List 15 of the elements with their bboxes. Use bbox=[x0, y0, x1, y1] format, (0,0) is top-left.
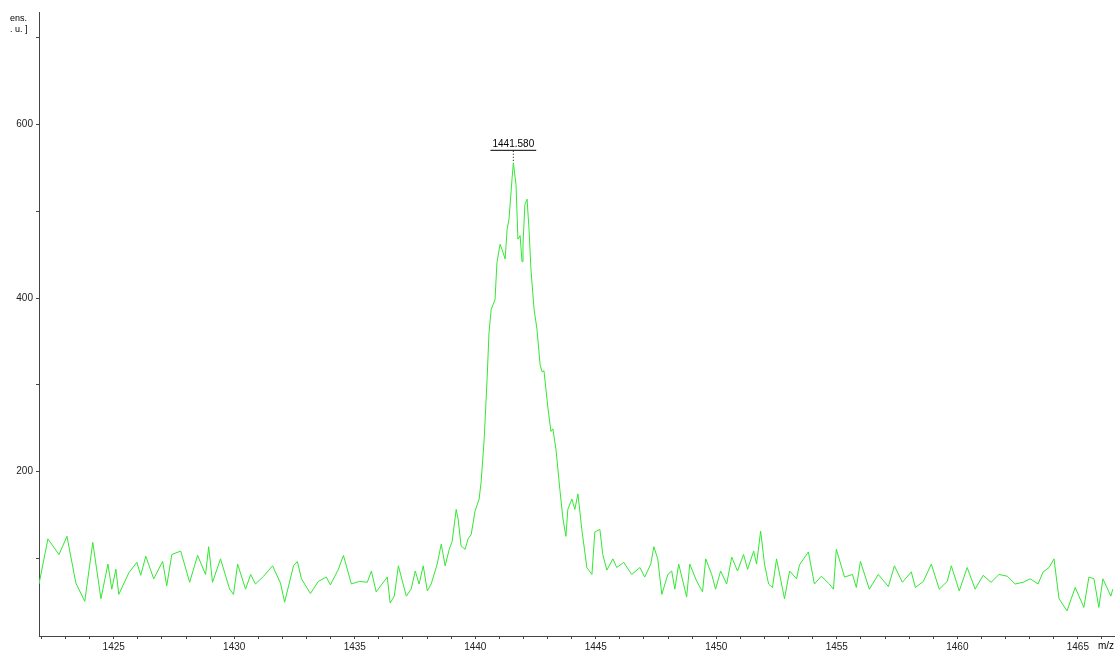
x-tick-label: 1460 bbox=[946, 640, 969, 652]
x-tick-label: 1450 bbox=[705, 640, 728, 652]
y-tick-label: 200 bbox=[16, 465, 34, 477]
y-tick-label: 600 bbox=[16, 118, 34, 130]
x-tick-label: 1445 bbox=[584, 640, 608, 652]
x-tick-label: 1430 bbox=[223, 640, 246, 652]
y-tick-label: 400 bbox=[16, 291, 34, 303]
x-tick-label: 1440 bbox=[464, 640, 487, 652]
x-tick-label: 1465 bbox=[1066, 640, 1090, 652]
x-tick-label: 1455 bbox=[825, 640, 849, 652]
y-axis-title: ens. . u. ] bbox=[10, 12, 28, 34]
x-axis-title: m/z bbox=[1097, 639, 1114, 651]
x-tick-label: 1435 bbox=[343, 640, 367, 652]
annotation: 1441.580 bbox=[492, 137, 535, 149]
x-tick-label: 1425 bbox=[102, 640, 126, 652]
